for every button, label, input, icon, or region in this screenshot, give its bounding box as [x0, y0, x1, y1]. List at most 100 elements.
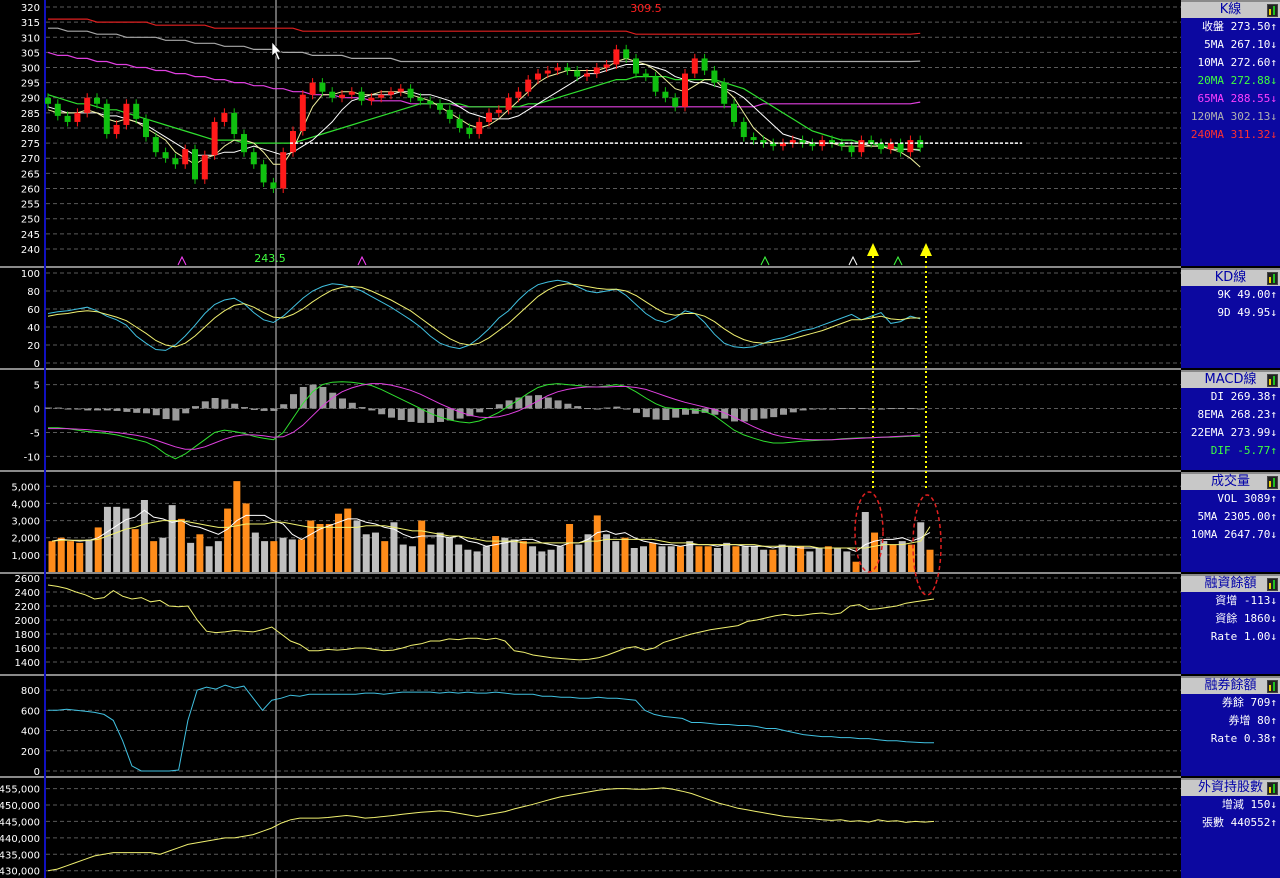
chart-settings-icon[interactable] — [1267, 680, 1278, 693]
volume-bar — [824, 546, 832, 572]
candle-body — [84, 97, 91, 113]
y-tick-label: 1800 — [15, 630, 40, 641]
legend-value: 268.23 — [1224, 408, 1271, 421]
candle-body — [123, 103, 130, 125]
chart-settings-icon[interactable] — [1267, 578, 1278, 591]
volume-bar — [140, 500, 148, 572]
macd-panel-header[interactable]: MACD線 — [1181, 372, 1280, 388]
legend-value: 49.95 — [1230, 306, 1271, 319]
vol-panel-header[interactable]: 成交量 — [1181, 474, 1280, 490]
candle-body — [94, 97, 100, 104]
chart-settings-icon[interactable] — [1267, 782, 1278, 795]
kd-panel-header[interactable]: KD線 — [1181, 270, 1280, 286]
volume-bar — [529, 546, 537, 572]
macd-histogram-bar — [691, 408, 699, 414]
volume-bar — [288, 539, 296, 572]
chart-settings-icon[interactable] — [1267, 374, 1278, 387]
y-tick-label: 100 — [21, 269, 40, 280]
volume-bar — [187, 542, 195, 572]
macd-histogram-bar — [535, 395, 542, 409]
macd-histogram-bar — [211, 397, 219, 409]
macd-histogram-bar — [260, 408, 268, 411]
volume-bar — [769, 549, 777, 572]
ma10-line — [47, 64, 921, 156]
short-panel-legend: 融券餘額 券餘 709↑ 券增 80↑ Rate 0.38↑ — [1181, 676, 1280, 776]
macd-histogram-bar — [740, 408, 748, 422]
volume-bar — [390, 522, 398, 572]
volume-bar — [307, 520, 315, 572]
legend-row: 5MA 267.10↓ — [1181, 36, 1280, 54]
legend-name: 收盤 — [1202, 20, 1225, 33]
macd-histogram-bar — [544, 397, 552, 409]
macd-histogram-bar — [319, 386, 327, 409]
volume-bar — [584, 534, 592, 572]
macd-histogram-bar — [515, 397, 523, 409]
legend-name: 120MA — [1190, 110, 1225, 123]
high-label: 309.5 — [630, 2, 662, 15]
arrow-up-icon: ↑ — [1270, 510, 1277, 523]
short-panel-header[interactable]: 融券餘額 — [1181, 678, 1280, 694]
candle-body — [887, 143, 894, 150]
macd-histogram-bar — [64, 408, 72, 410]
legend-row: 10MA 272.60↑ — [1181, 54, 1280, 72]
volume-bar — [436, 532, 444, 572]
foreign-panel-header[interactable]: 外資持股數 — [1181, 780, 1280, 796]
volume-bar — [861, 512, 869, 572]
chart-settings-icon[interactable] — [1267, 272, 1278, 285]
candle-body — [731, 103, 737, 122]
macd-histogram-bar — [113, 408, 121, 411]
legend-name: 240MA — [1190, 128, 1225, 141]
y-tick-label: 2000 — [15, 616, 40, 627]
k-panel-header[interactable]: K線 — [1181, 2, 1280, 18]
macd-histogram-bar — [456, 408, 464, 419]
macd-histogram-bar — [897, 408, 905, 410]
chart-settings-icon[interactable] — [1267, 4, 1278, 17]
volume-bar — [889, 544, 897, 572]
macd-histogram-bar — [280, 404, 288, 409]
volume-bar — [898, 541, 906, 572]
volume-bar — [131, 529, 139, 572]
volume-bar — [177, 518, 185, 572]
macd-histogram-bar — [368, 408, 376, 411]
macd-histogram-bar — [427, 408, 435, 423]
y-tick-label: 5 — [34, 381, 40, 392]
macd-histogram-bar — [652, 408, 660, 420]
legend-name: 5MA — [1204, 38, 1225, 51]
chart-settings-icon[interactable] — [1267, 476, 1278, 489]
y-tick-label: 0 — [34, 359, 40, 370]
kd-panel-title: KD線 — [1214, 270, 1247, 285]
macd-histogram-bar — [838, 408, 846, 410]
candle-body — [407, 88, 414, 98]
volume-bar — [834, 548, 842, 572]
candle-body — [515, 91, 522, 98]
legend-name: 20MA — [1197, 74, 1225, 87]
y-tick-label: 0 — [34, 767, 40, 778]
arrow-down-icon: ↓ — [1270, 426, 1277, 439]
margin-panel-header[interactable]: 融資餘額 — [1181, 576, 1280, 592]
arrow-up-icon: ↑ — [1270, 20, 1277, 33]
arrow-down-icon: ↓ — [1270, 594, 1277, 607]
arrow-down-icon: ↓ — [1270, 612, 1277, 625]
y-tick-label: 320 — [21, 3, 40, 14]
volume-bar — [547, 549, 555, 572]
legend-value: 272.60 — [1224, 56, 1271, 69]
k-panel-legend: K線 收盤 273.50↑ 5MA 267.10↓ 10MA 272.60↑ 20MA… — [1181, 0, 1280, 266]
legend-name: DI — [1210, 390, 1225, 403]
volume-bar — [214, 541, 222, 572]
chart-area[interactable]: 320 315 310 305 300 295 290 285 280 275 270 265 260 2… — [0, 0, 1181, 878]
arrow-up-icon: ↑ — [1270, 492, 1277, 505]
k-panel-title: K線 — [1219, 2, 1242, 17]
candle-body — [623, 49, 630, 59]
candle-body — [339, 94, 345, 98]
candle-body — [260, 164, 267, 183]
y-tick-label: 60 — [27, 305, 40, 316]
candle-body — [241, 134, 247, 153]
y-tick-label: 300 — [21, 64, 40, 75]
y-tick-label: 280 — [21, 124, 40, 135]
candle-body — [368, 97, 375, 101]
volume-bar — [399, 544, 407, 572]
arrow-down-icon: ↓ — [1270, 630, 1277, 643]
candle-body — [54, 103, 61, 116]
y-tick-label: 260 — [21, 184, 40, 195]
y-tick-label: 2600 — [15, 574, 40, 585]
